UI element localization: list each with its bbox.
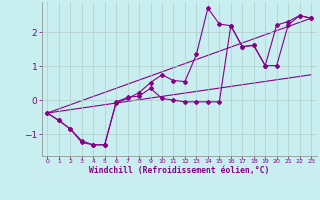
X-axis label: Windchill (Refroidissement éolien,°C): Windchill (Refroidissement éolien,°C)	[89, 166, 269, 175]
